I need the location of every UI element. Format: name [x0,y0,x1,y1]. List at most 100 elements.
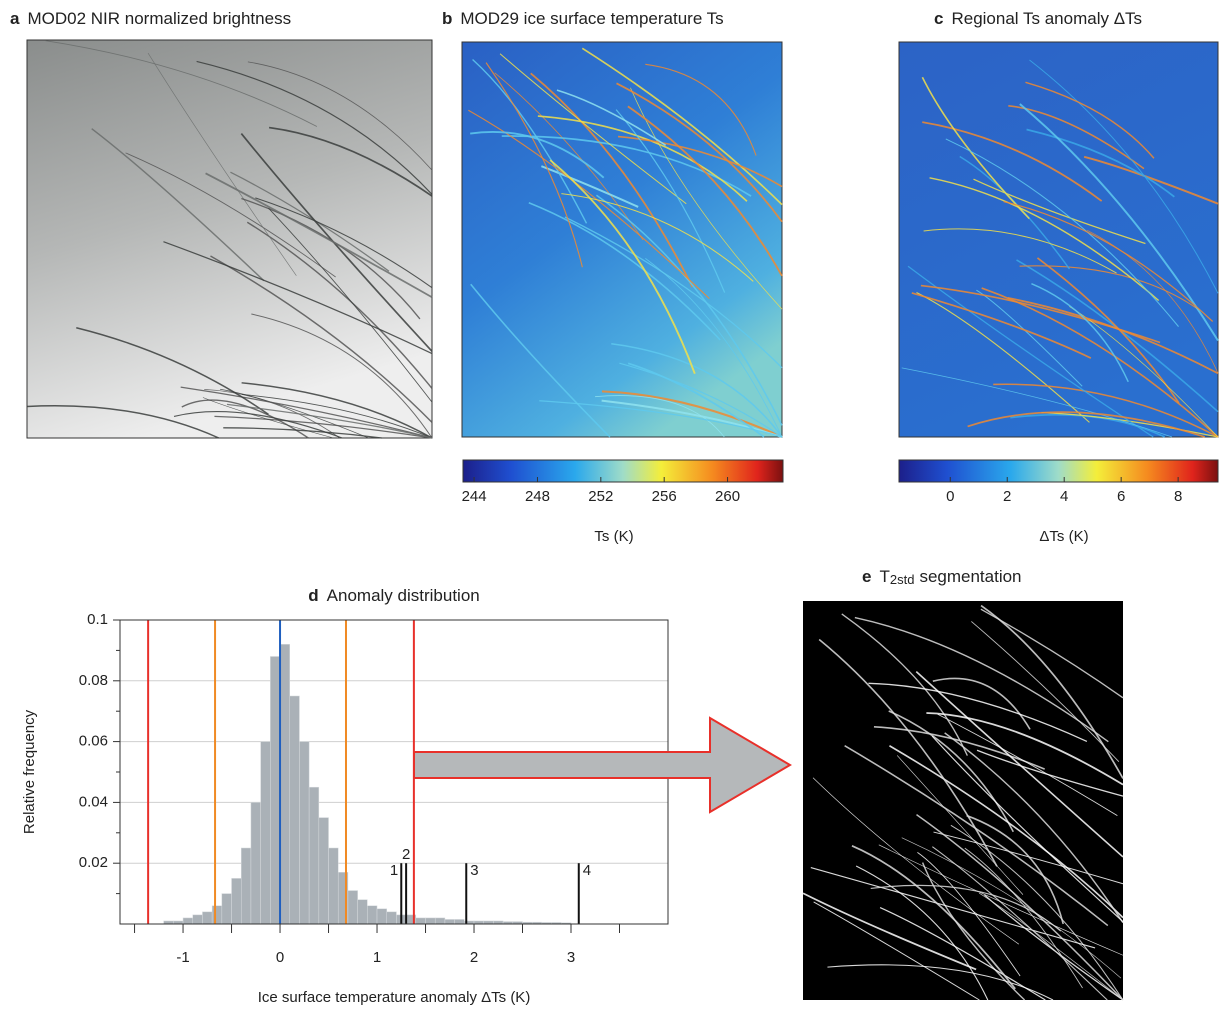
panel-title: e T2std segmentation [862,567,1022,587]
crack [1041,411,1219,438]
crack [923,228,1117,274]
crack [470,130,605,179]
x-tick-label: -1 [176,949,189,966]
x-tick-label: 2 [470,949,478,966]
crack [1016,259,1219,413]
crack [230,171,390,272]
crack [993,383,1219,438]
image-a-cracks [26,40,433,439]
crack [889,745,1124,919]
crack [1003,201,1214,322]
crack [205,172,433,299]
crack [240,133,433,352]
crack [870,884,1062,932]
colorbar-tick-label: 244 [462,488,487,505]
crack [246,221,433,389]
colorbar-tick-label: 6 [1117,488,1125,505]
crack [944,732,1124,924]
crack [915,671,1124,858]
histogram-bar [211,905,223,925]
crack [616,82,783,223]
crack [879,907,1046,1001]
marker-label: 1 [390,862,398,879]
y-axis-label: Relative frequency [21,709,38,834]
crack [933,831,1124,885]
crack [1025,81,1155,159]
histogram-bar [454,919,465,925]
crack [181,399,309,439]
histogram-bar [250,802,261,925]
plot-frame [119,619,669,925]
crack [204,388,341,439]
crack [196,60,433,195]
arrow [413,716,792,814]
crack [854,616,1109,743]
panel-letter: b [442,9,452,28]
crack [494,72,644,241]
crack [921,862,1026,1001]
crack [247,61,433,171]
histogram-bar [299,741,310,925]
crack [26,404,220,439]
histogram-bar [240,847,252,925]
crack [241,394,433,439]
crack [802,892,977,971]
crack [45,40,318,127]
crack [594,395,725,438]
crack [1029,59,1219,294]
crack [878,844,1124,956]
crack [964,847,1083,989]
image-b-cracks [468,47,783,438]
crack [163,241,433,355]
crack [223,427,382,439]
panel-title-text: T [879,567,889,586]
crack [978,892,1124,1001]
crack [147,52,297,276]
crack [973,178,1146,245]
crack [916,292,1090,423]
crack [932,846,1108,1001]
crack [472,59,588,224]
histogram-bar [221,893,232,925]
histogram-bar [444,919,455,925]
crack [501,135,752,197]
crack [214,415,433,439]
crack [485,62,583,268]
crack [971,621,1120,762]
x-tick-label: 3 [567,949,575,966]
crack [210,255,433,423]
crack [966,814,1064,925]
panel-title: b MOD29 ice surface temperature Ts [442,9,724,28]
colorbar-label: Ts (K) [594,528,633,545]
crack [537,115,748,202]
crack [945,138,1179,327]
panel-title-text: MOD02 NIR normalized brightness [27,9,291,28]
image-c-cracks [901,59,1219,438]
crack [202,397,334,439]
colorbar-tick-label: 0 [946,488,954,505]
crack [844,745,1109,927]
crack [827,964,1054,1001]
crack [1008,104,1145,170]
colorbar-tick-label: 8 [1174,488,1182,505]
crack [967,411,1206,438]
panel-title: d Anomaly distribution [308,586,479,605]
crack [813,901,980,1001]
crack [926,712,1124,786]
crack [615,109,726,293]
crack [619,362,783,438]
crack [1087,229,1219,374]
crack [1031,283,1129,383]
y-tick-label: 0.02 [79,854,108,871]
histogram-bar [260,741,271,925]
y-tick-label: 0.08 [79,672,108,689]
x-axis-label: Ice surface temperature anomaly ΔTs (K) [258,989,531,1006]
panel-title-text: segmentation [919,567,1021,586]
crack [868,682,1088,742]
panel-title-subscript: 2std [890,572,915,587]
crack [645,258,783,438]
image-e [803,601,1123,1000]
crack [917,851,1021,977]
crack [855,865,989,1001]
